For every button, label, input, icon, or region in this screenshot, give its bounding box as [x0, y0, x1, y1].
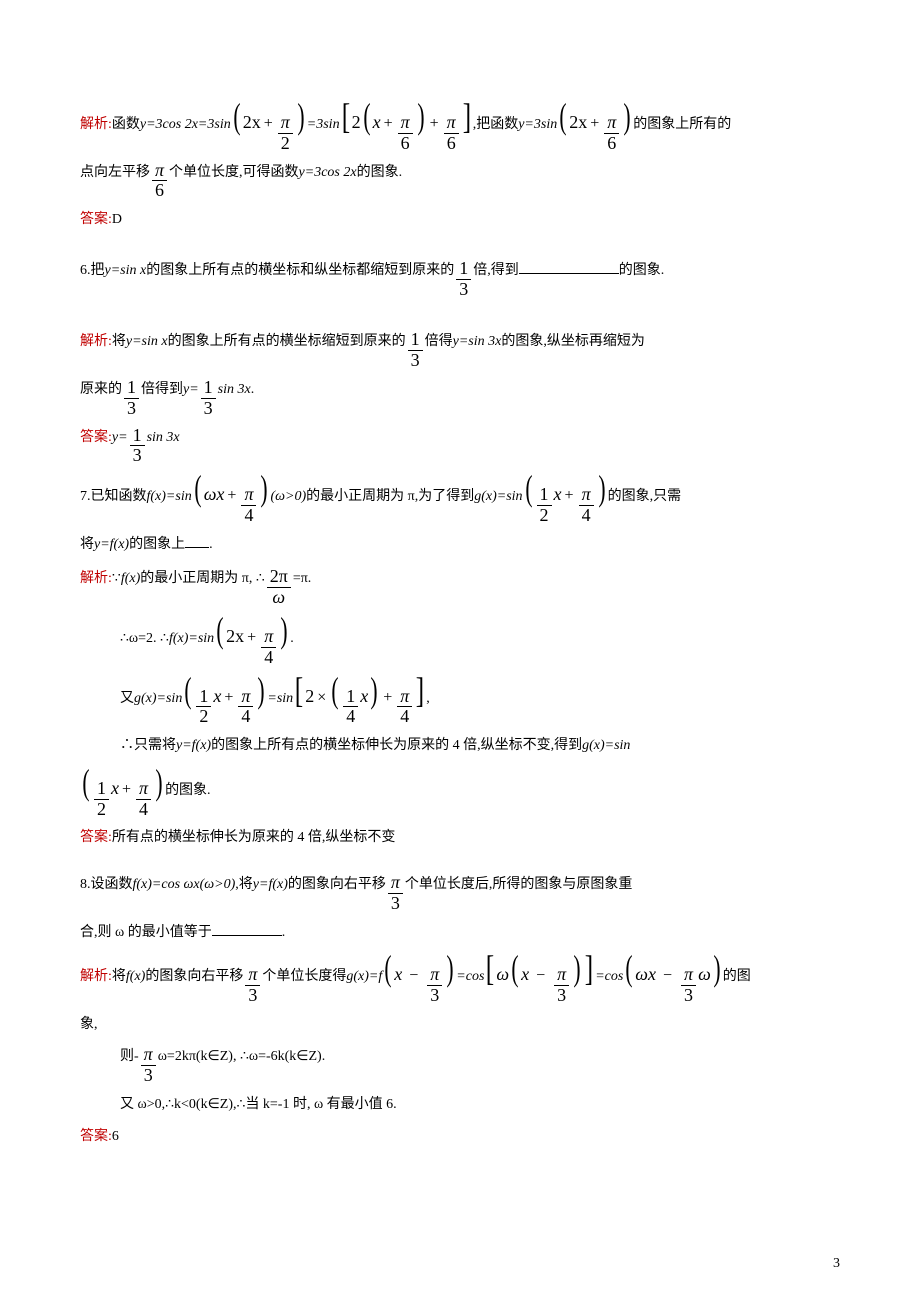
blank	[185, 534, 209, 548]
text: 函数	[112, 112, 140, 139]
analysis-8-line2: 象,	[80, 1012, 840, 1039]
answer-5: 答案: D	[80, 207, 840, 234]
analysis-8-line4: 又 ω>0,∴k<0(k∈Z),∴当 k=-1 时, ω 有最小值 6.	[80, 1092, 840, 1119]
analysis-8-line1: 解析: 将 f(x) 的图象向右平移 π3 个单位长度得 g(x)=f ( x …	[80, 952, 840, 1006]
blank	[212, 922, 282, 936]
question-7-line1: 7.已知函数 f(x)=sin ( ωx + π4 ) (ω>0) 的最小正周期…	[80, 472, 840, 526]
question-6: 6.把 y=sin x 的图象上所有点的横坐标和纵坐标都缩短到原来的 13 倍,…	[80, 258, 840, 300]
analysis-7-line3: 又 g(x)=sin ( 12 x + π4 ) =sin [ 2 × ( 14…	[80, 674, 840, 728]
analysis-6-line1: 解析: 将 y=sin x 的图象上所有点的横坐标缩短到原来的 13 倍得 y=…	[80, 329, 840, 371]
answer-6: 答案: y= 13 sin 3x	[80, 425, 840, 467]
analysis-7-line2: ∴ω=2. ∴ f(x)=sin ( 2x + π4 ) .	[80, 614, 840, 668]
analysis-5-line2: 点向左平移 π6 个单位长度,可得函数 y=3cos 2x 的图象.	[80, 160, 840, 202]
page-number: 3	[833, 1256, 840, 1272]
answer-7: 答案: 所有点的横坐标伸长为原来的 4 倍,纵坐标不变	[80, 825, 840, 852]
analysis-6-line2: 原来的 13 倍得到 y= 13 sin 3x .	[80, 377, 840, 419]
analysis-7-line1: 解析: ∵ f(x) 的最小正周期为 π, ∴ 2πω =π.	[80, 564, 840, 608]
analysis-8-line3: 则- π3 ω=2kπ(k∈Z), ∴ω=-6k(k∈Z).	[80, 1044, 840, 1086]
math: y=3cos 2x=3sin	[140, 112, 231, 139]
question-8-line2: 合,则 ω 的最小值等于 .	[80, 920, 840, 947]
jiexi-label: 解析:	[80, 112, 112, 139]
analysis-7-line5: ( 12 x + π4 ) 的图象.	[80, 766, 840, 820]
analysis-5-line1: 解析: 函数 y=3cos 2x=3sin ( 2x + π2 ) =3sin …	[80, 100, 840, 154]
question-8-line1: 8.设函数 f(x)=cos ωx(ω>0) ,将 y=f(x) 的图象向右平移…	[80, 872, 840, 914]
analysis-7-line4: ∴只需将 y=f(x) 的图象上所有点的横坐标伸长为原来的 4 倍,纵坐标不变,…	[80, 733, 840, 760]
blank	[519, 260, 619, 274]
answer-8: 答案: 6	[80, 1124, 840, 1151]
question-7-line2: 将 y=f(x) 的图象上 .	[80, 532, 840, 559]
